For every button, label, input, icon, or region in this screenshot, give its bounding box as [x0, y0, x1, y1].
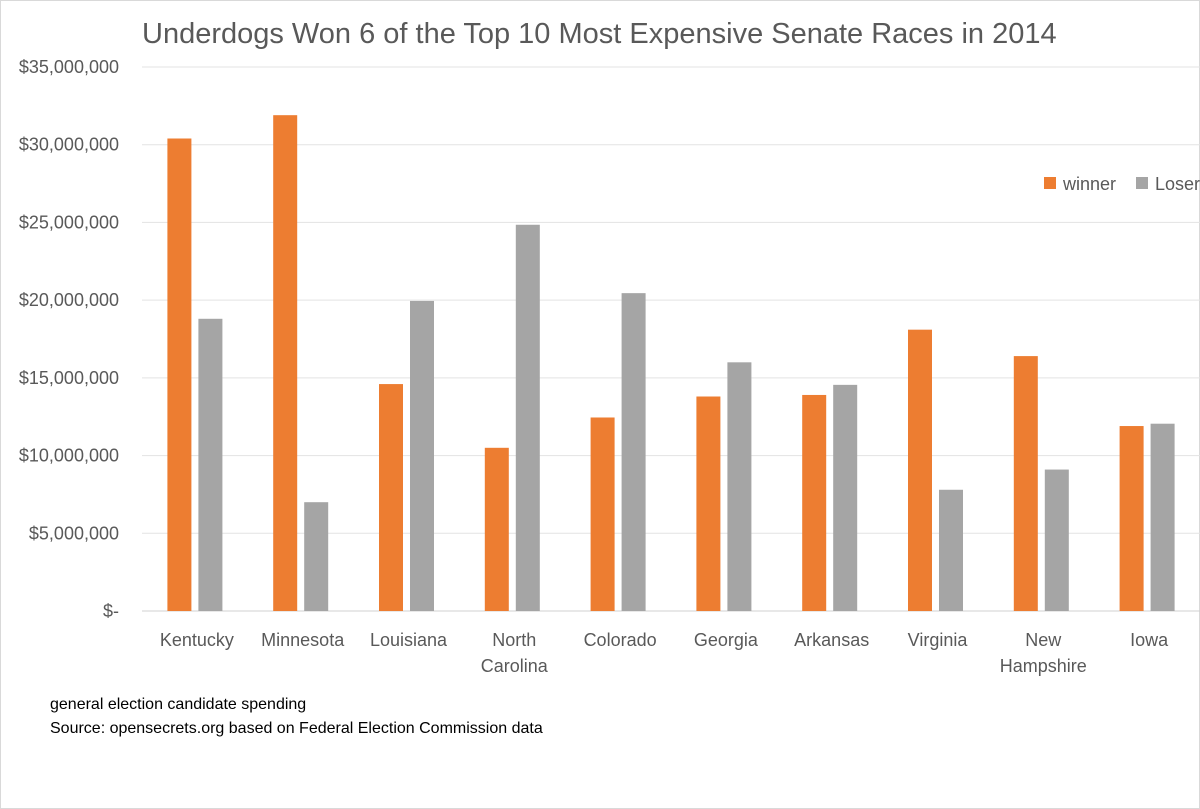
y-tick-label: $20,000,000 — [19, 290, 119, 310]
y-tick-label: $25,000,000 — [19, 212, 119, 232]
bar-winner — [908, 329, 932, 611]
bar-loser — [198, 318, 223, 611]
legend: winner Loser — [1044, 174, 1200, 194]
y-tick-label: $15,000,000 — [19, 368, 119, 388]
y-axis-tick-labels: $- $5,000,000 $10,000,000 $15,000,000 $20,00… — [19, 57, 119, 621]
footnote-description: general election candidate spending — [50, 696, 307, 713]
legend-label-loser: Loser — [1155, 174, 1200, 194]
y-tick-label: $10,000,000 — [19, 446, 119, 466]
x-axis-tick-labels: Kentucky Minnesota Louisiana North Carolina C… — [160, 630, 1169, 676]
bar-winner — [379, 384, 403, 611]
bar-loser — [515, 224, 540, 611]
bar-winner — [273, 115, 298, 611]
bar-loser — [1150, 423, 1175, 611]
bar-loser — [727, 362, 752, 611]
gridlines — [142, 66, 1200, 612]
x-tick-label: Kentucky — [160, 630, 234, 650]
y-tick-label: $- — [103, 601, 119, 621]
bar-winner — [696, 396, 721, 611]
bars — [167, 115, 1175, 612]
legend-label-winner: winner — [1062, 174, 1116, 194]
x-tick-label: Colorado — [584, 630, 657, 650]
y-tick-label: $5,000,000 — [29, 523, 119, 543]
x-tick-label: Carolina — [481, 656, 549, 676]
x-tick-label: Georgia — [694, 630, 759, 650]
x-tick-label: Hampshire — [1000, 656, 1087, 676]
bar-loser — [1044, 469, 1069, 611]
bar-winner — [590, 417, 615, 611]
bar-winner — [1013, 356, 1038, 611]
bar-loser — [939, 489, 963, 611]
bar-winner — [167, 138, 192, 612]
x-tick-label: Louisiana — [370, 630, 448, 650]
bar-winner — [484, 447, 509, 611]
legend-swatch-winner — [1044, 177, 1056, 189]
y-tick-label: $35,000,000 — [19, 57, 119, 77]
chart-title: Underdogs Won 6 of the Top 10 Most Expen… — [142, 18, 1057, 50]
x-tick-label: Iowa — [1130, 630, 1169, 650]
bar-loser — [621, 293, 646, 611]
x-tick-label: North — [492, 630, 536, 650]
bar-loser — [833, 384, 858, 611]
x-tick-label: Virginia — [908, 630, 969, 650]
bar-loser — [304, 502, 329, 611]
y-tick-label: $30,000,000 — [19, 135, 119, 155]
x-tick-label: Arkansas — [794, 630, 869, 650]
bar-loser — [410, 300, 434, 611]
x-tick-label: New — [1025, 630, 1062, 650]
bar-winner — [1119, 426, 1144, 611]
footnote-source: Source: opensecrets.org based on Federal… — [50, 720, 543, 737]
bar-winner — [802, 394, 827, 611]
x-tick-label: Minnesota — [261, 630, 345, 650]
legend-swatch-loser — [1136, 177, 1148, 189]
